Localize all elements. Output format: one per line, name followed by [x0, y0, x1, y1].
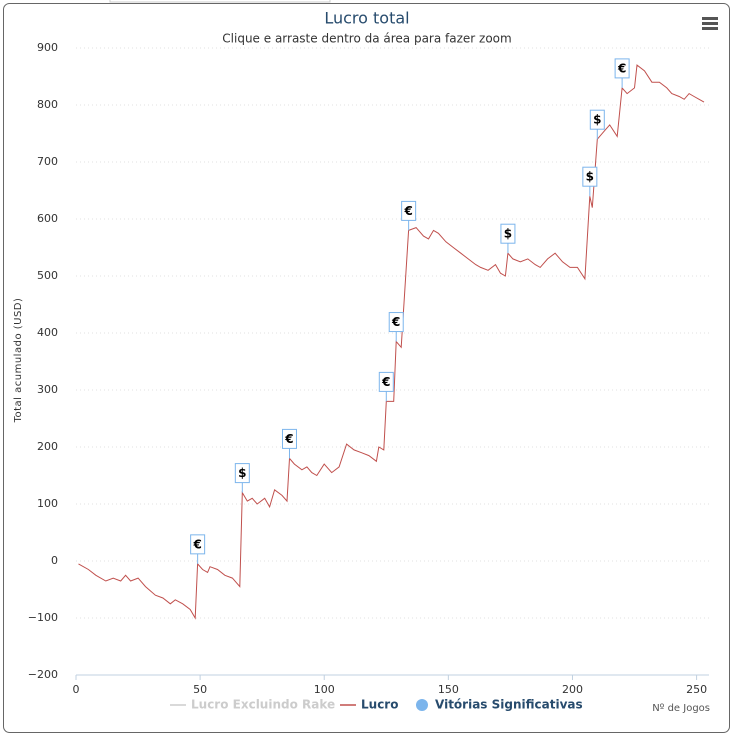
y-tick-label: 300	[37, 383, 58, 396]
top-tab	[109, 0, 331, 3]
menu-bar	[702, 17, 718, 20]
y-axis-title: Total acumulado (USD)	[13, 298, 24, 424]
flag-label: €	[381, 375, 390, 389]
flag-label: $	[238, 466, 246, 480]
flag: $	[500, 223, 516, 254]
flag-label: €	[617, 61, 626, 75]
flag-box	[281, 428, 297, 449]
legend-label[interactable]: Vitórias Significativas	[435, 698, 583, 712]
chart-title: Lucro total	[324, 9, 409, 28]
flag-box	[234, 463, 250, 484]
flag-label: $	[504, 227, 512, 241]
x-tick-label: 200	[562, 683, 583, 696]
flag: €	[401, 200, 417, 231]
menu-button[interactable]	[702, 17, 718, 30]
y-tick-label: 200	[37, 440, 58, 453]
flag-box	[388, 312, 404, 333]
x-tick-label: 150	[438, 683, 459, 696]
flag-box	[614, 58, 630, 79]
y-tick-label: 800	[37, 98, 58, 111]
y-tick-label: 900	[37, 41, 58, 54]
x-axis-title: Nº de Jogos	[652, 703, 710, 714]
flag-box	[190, 534, 206, 555]
y-tick-label: −100	[28, 611, 58, 624]
y-tick-label: 600	[37, 212, 58, 225]
menu-bar	[702, 22, 718, 25]
y-tick-label: 500	[37, 269, 58, 282]
flag-label: €	[391, 315, 400, 329]
flag: €	[388, 312, 404, 342]
x-tick-label: 250	[686, 683, 707, 696]
flag-box	[401, 200, 417, 221]
flag-box	[378, 371, 394, 392]
legend-label[interactable]: Lucro	[361, 698, 398, 712]
flag: €	[614, 58, 630, 88]
flag: $	[582, 166, 598, 197]
flag-box	[500, 223, 516, 244]
chart-subtitle: Clique e arraste dentro da área para faz…	[222, 32, 511, 46]
flag-label: €	[403, 204, 412, 218]
menu-bar	[702, 27, 718, 30]
y-tick-label: −200	[28, 668, 58, 681]
flag: $	[234, 463, 250, 493]
flag-box	[582, 166, 598, 187]
flag-label: €	[192, 537, 201, 551]
x-tick-label: 100	[314, 683, 335, 696]
x-tick-label: 50	[193, 683, 207, 696]
x-tick-label: 0	[73, 683, 80, 696]
y-tick-label: 400	[37, 326, 58, 339]
y-tick-label: 700	[37, 155, 58, 168]
line-series	[78, 64, 705, 620]
flag: €	[378, 371, 394, 402]
flag: €	[190, 534, 206, 564]
flag-box	[589, 109, 605, 130]
legend-label[interactable]: Lucro Excluindo Rake	[191, 698, 335, 712]
chart-frame	[3, 3, 730, 733]
flag-label: $	[593, 113, 601, 127]
flag-label: €	[284, 432, 293, 446]
flag: €	[281, 428, 297, 459]
y-tick-label: 0	[51, 554, 58, 567]
flag-label: $	[586, 170, 594, 184]
legend-symbol	[416, 699, 428, 711]
flag: $	[589, 109, 605, 140]
y-tick-label: 100	[37, 497, 58, 510]
